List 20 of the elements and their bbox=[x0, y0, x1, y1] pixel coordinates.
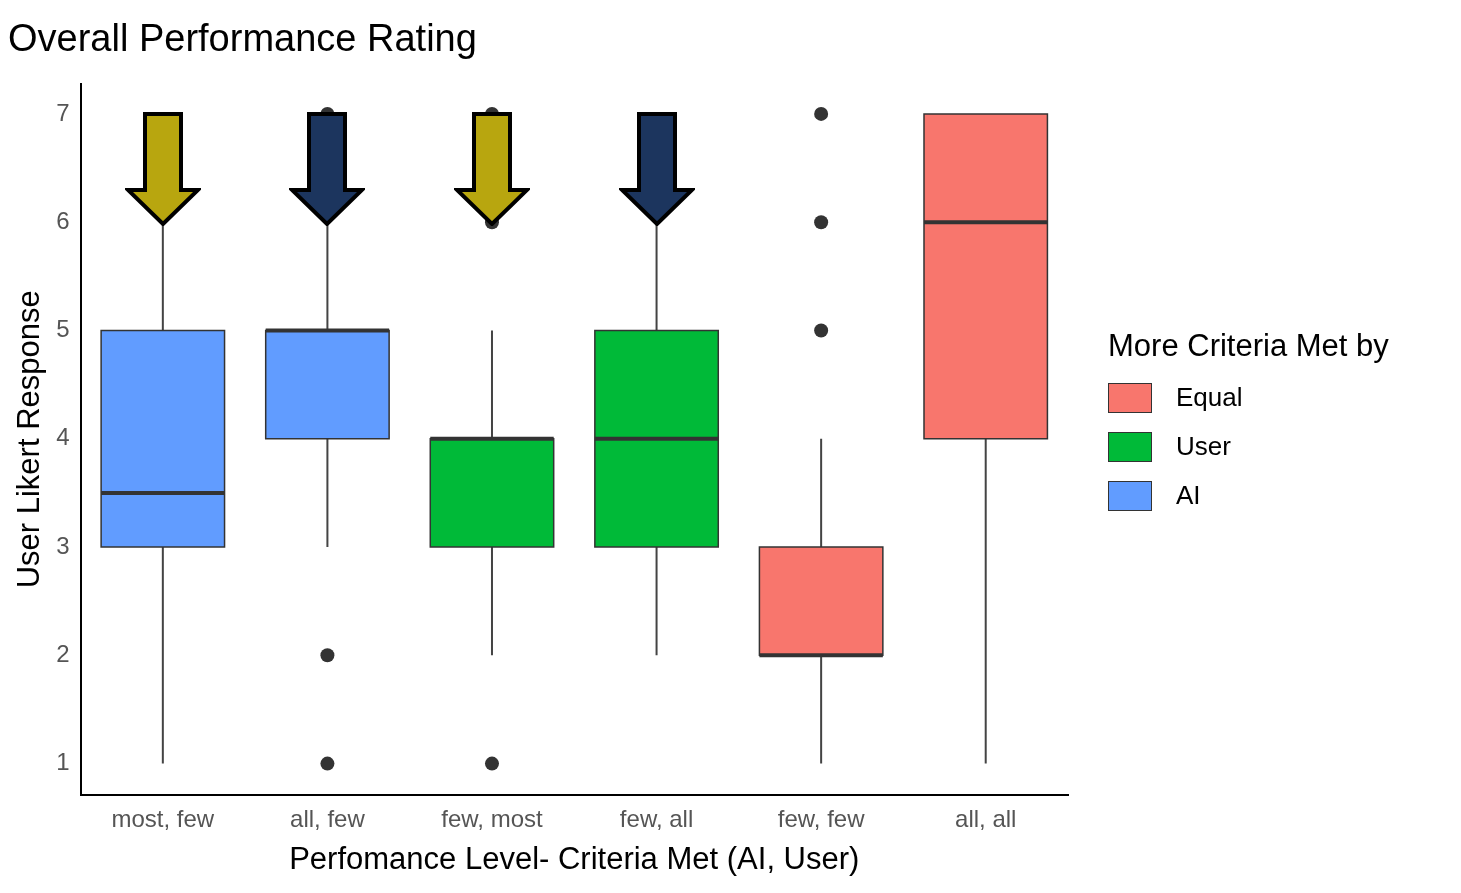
x-tick-label: few, few bbox=[777, 805, 866, 833]
x-tick-label: most, few bbox=[111, 805, 215, 833]
y-tick-label: 7 bbox=[56, 98, 70, 126]
y-tick-label: 6 bbox=[56, 206, 70, 234]
x-tick-label: few, most bbox=[441, 805, 543, 833]
y-tick-label: 2 bbox=[56, 639, 70, 667]
x-tick-label: all, few bbox=[290, 805, 366, 833]
legend-title: More Criteria Met by bbox=[1108, 328, 1389, 364]
legend-label: AI bbox=[1176, 480, 1201, 511]
y-tick-label: 3 bbox=[56, 531, 70, 559]
legend-label: Equal bbox=[1176, 382, 1243, 413]
x-tick-label: all, all bbox=[955, 805, 1017, 833]
x-axis-title: Perfomance Level- Criteria Met (AI, User) bbox=[289, 840, 860, 876]
y-tick-label: 4 bbox=[56, 423, 70, 451]
y-tick-label: 5 bbox=[56, 315, 70, 343]
x-tick-label: few, all bbox=[619, 805, 694, 833]
y-tick-label: 1 bbox=[56, 748, 70, 776]
legend-label: User bbox=[1176, 431, 1231, 462]
chart-title: Overall Performance Rating bbox=[8, 17, 477, 60]
y-axis-title: User Likert Response bbox=[11, 290, 47, 589]
